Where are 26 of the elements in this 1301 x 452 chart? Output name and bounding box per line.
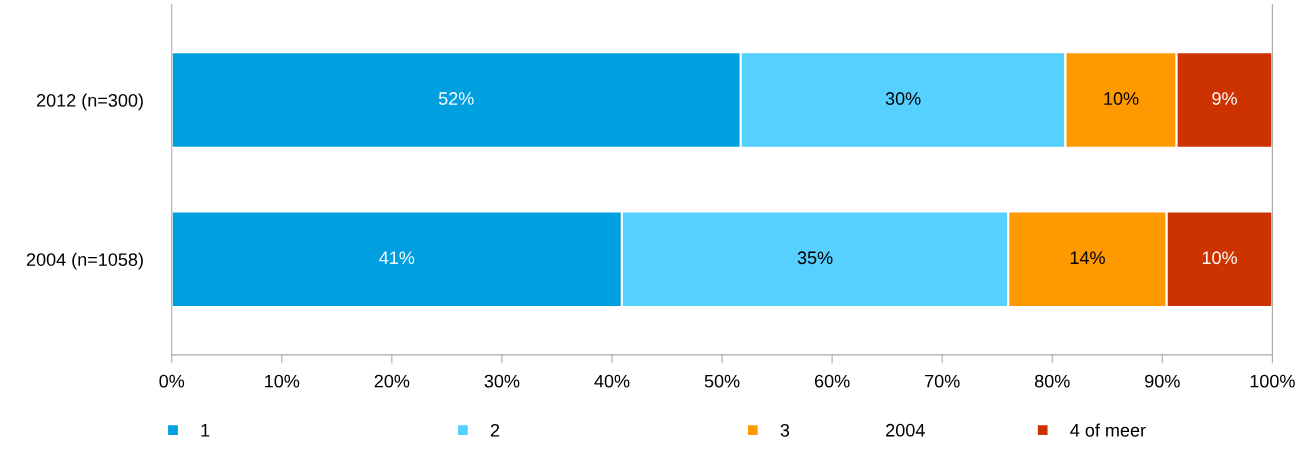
legend-label: 4 of meer [1070, 423, 1146, 437]
data-label: 41% [379, 251, 415, 265]
text: 2004 [886, 423, 925, 437]
x-tick-label: 50% [704, 374, 740, 388]
legend-label: 3 [780, 423, 790, 437]
x-tick-label: 60% [814, 374, 850, 388]
data-label: 14% [1070, 251, 1105, 265]
x-tick-label: 40% [594, 374, 630, 388]
x-tick-label: 90% [1145, 374, 1180, 388]
data-label: 10% [1104, 92, 1139, 105]
y-tick-label: 2004 (n=1058) [26, 252, 143, 270]
data-label: 30% [885, 92, 921, 105]
x-tick-label: 80% [1034, 374, 1070, 388]
data-label: 35% [797, 251, 833, 265]
x-tick-label: 20% [374, 374, 410, 388]
data-label: 52% [438, 92, 474, 105]
data-label: 10% [1202, 251, 1237, 265]
x-tick-label: 0% [159, 374, 185, 388]
x-tick-label: 10% [265, 374, 300, 388]
legend-label: 1 [201, 424, 210, 437]
data-label: 9% [1212, 92, 1237, 105]
y-tick-label: 2012 (n=300) [36, 93, 143, 111]
x-tick-label: 70% [925, 374, 960, 388]
x-tick-label: 100% [1250, 374, 1295, 388]
legend-label: 2 [490, 423, 500, 437]
x-tick-label: 30% [484, 374, 520, 388]
